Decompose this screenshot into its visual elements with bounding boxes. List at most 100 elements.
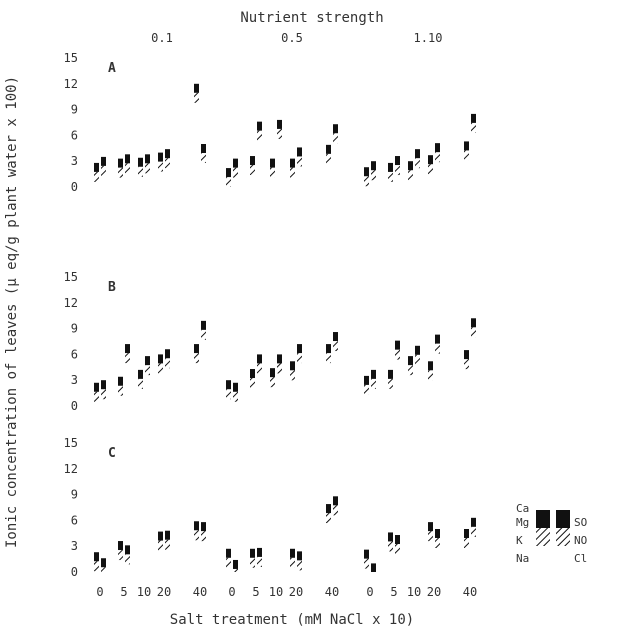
legend-mg: Mg — [516, 516, 529, 529]
anion-hatch-bar — [145, 163, 150, 174]
anion-bar — [101, 156, 106, 166]
anion-bar — [297, 344, 302, 354]
anion-bar — [101, 558, 106, 568]
cation-hatch-bar — [408, 170, 413, 181]
cation-bar — [138, 369, 143, 379]
anion-hatch-bar — [233, 391, 238, 402]
anion-hatch-bar — [125, 163, 130, 174]
anion-hatch-bar — [257, 556, 262, 567]
cation-hatch-bar — [388, 171, 393, 182]
anion-bar — [435, 143, 440, 153]
anion-bar — [257, 354, 262, 364]
cation-hatch-bar — [158, 540, 163, 551]
anion-hatch-bar — [435, 343, 440, 354]
anion-bar — [435, 334, 440, 344]
cation-bar — [326, 344, 331, 354]
x-axis-label: Salt treatment (mM NaCl x 10) — [170, 612, 414, 628]
anion-hatch-bar — [435, 152, 440, 163]
anion-bar — [395, 156, 400, 166]
y-tick-label: 6 — [71, 128, 78, 142]
x-tick-label: 0 — [96, 585, 103, 599]
anion-hatch-bar — [471, 327, 476, 338]
cation-bar — [464, 529, 469, 538]
y-tick-label: 15 — [64, 270, 78, 284]
y-tick-label: 12 — [64, 296, 78, 310]
cation-hatch-bar — [138, 166, 143, 177]
cation-hatch-bar — [388, 378, 393, 389]
cation-hatch-bar — [290, 370, 295, 381]
anion-bar — [277, 119, 282, 129]
anion-hatch-bar — [257, 363, 262, 374]
anion-hatch-bar — [201, 531, 206, 542]
y-tick-label: 3 — [71, 539, 78, 553]
anion-hatch-bar — [201, 329, 206, 340]
cation-bar — [158, 152, 163, 162]
panel-C: C 0 3 6 9 12 15 0 5 10 20 40 0 5 10 20 40 0 5 10 20 40 — [64, 436, 478, 599]
anion-bar — [471, 517, 476, 527]
anion-bar — [125, 344, 130, 354]
cation-bar — [94, 162, 99, 172]
anion-bar — [471, 113, 476, 123]
x-tick-label: 20 — [289, 585, 303, 599]
anion-hatch-bar — [125, 353, 130, 364]
anion-bar — [165, 349, 170, 359]
x-tick-label: 5 — [390, 585, 397, 599]
cation-bar — [388, 162, 393, 172]
cation-bar — [464, 350, 469, 360]
panel-label-A: A — [108, 61, 116, 76]
legend-na: Na — [516, 552, 529, 565]
anion-bar — [333, 332, 338, 342]
anion-bar — [395, 535, 400, 545]
anion-bar — [145, 154, 150, 164]
legend-cation-hatch-swatch — [536, 528, 550, 546]
cation-bar — [118, 541, 123, 551]
legend-cation-solid-swatch — [536, 510, 550, 528]
y-tick-label: 9 — [71, 488, 78, 502]
y-tick-label: 15 — [64, 51, 78, 65]
anion-hatch-bar — [297, 560, 302, 571]
cation-hatch-bar — [428, 531, 433, 542]
anion-hatch-bar — [201, 153, 206, 163]
anion-bar — [233, 158, 238, 168]
y-tick-label: 3 — [71, 373, 78, 387]
y-tick-label: 0 — [71, 399, 78, 413]
cation-bar — [226, 380, 231, 390]
cation-hatch-bar — [94, 561, 99, 572]
cation-bar — [290, 361, 295, 371]
y-tick-label: 15 — [64, 436, 78, 450]
cation-bar — [464, 141, 469, 151]
anion-bar — [201, 522, 206, 532]
legend-anion-solid-swatch — [556, 510, 570, 528]
cation-hatch-bar — [194, 353, 199, 364]
cation-hatch-bar — [250, 165, 255, 176]
legend-so: SO — [574, 516, 587, 529]
anion-bar — [297, 147, 302, 157]
legend-no: NO — [574, 534, 587, 547]
y-tick-label: 0 — [71, 180, 78, 194]
cation-hatch-bar — [270, 167, 275, 178]
x-tick-label: 20 — [157, 585, 171, 599]
cation-bar — [290, 158, 295, 168]
anion-bar — [471, 318, 476, 328]
cation-hatch-bar — [464, 150, 469, 161]
chart-title: Nutrient strength — [240, 10, 383, 26]
cation-hatch-bar — [428, 164, 433, 175]
cation-hatch-bar — [118, 385, 123, 396]
cation-bar — [226, 168, 231, 178]
anion-hatch-bar — [333, 505, 338, 516]
anion-hatch-bar — [415, 158, 420, 169]
y-tick-label: 9 — [71, 322, 78, 336]
anion-hatch-bar — [277, 128, 282, 139]
anion-bar — [233, 559, 238, 569]
anion-hatch-bar — [371, 170, 376, 181]
anion-hatch-bar — [233, 568, 238, 572]
cation-hatch-bar — [388, 541, 393, 552]
anion-hatch-bar — [297, 156, 302, 167]
anion-hatch-bar — [471, 122, 476, 133]
anion-bar — [371, 369, 376, 379]
cation-hatch-bar — [290, 167, 295, 178]
anion-hatch-bar — [165, 358, 170, 369]
cation-bar — [158, 531, 163, 541]
cation-bar — [326, 144, 331, 154]
